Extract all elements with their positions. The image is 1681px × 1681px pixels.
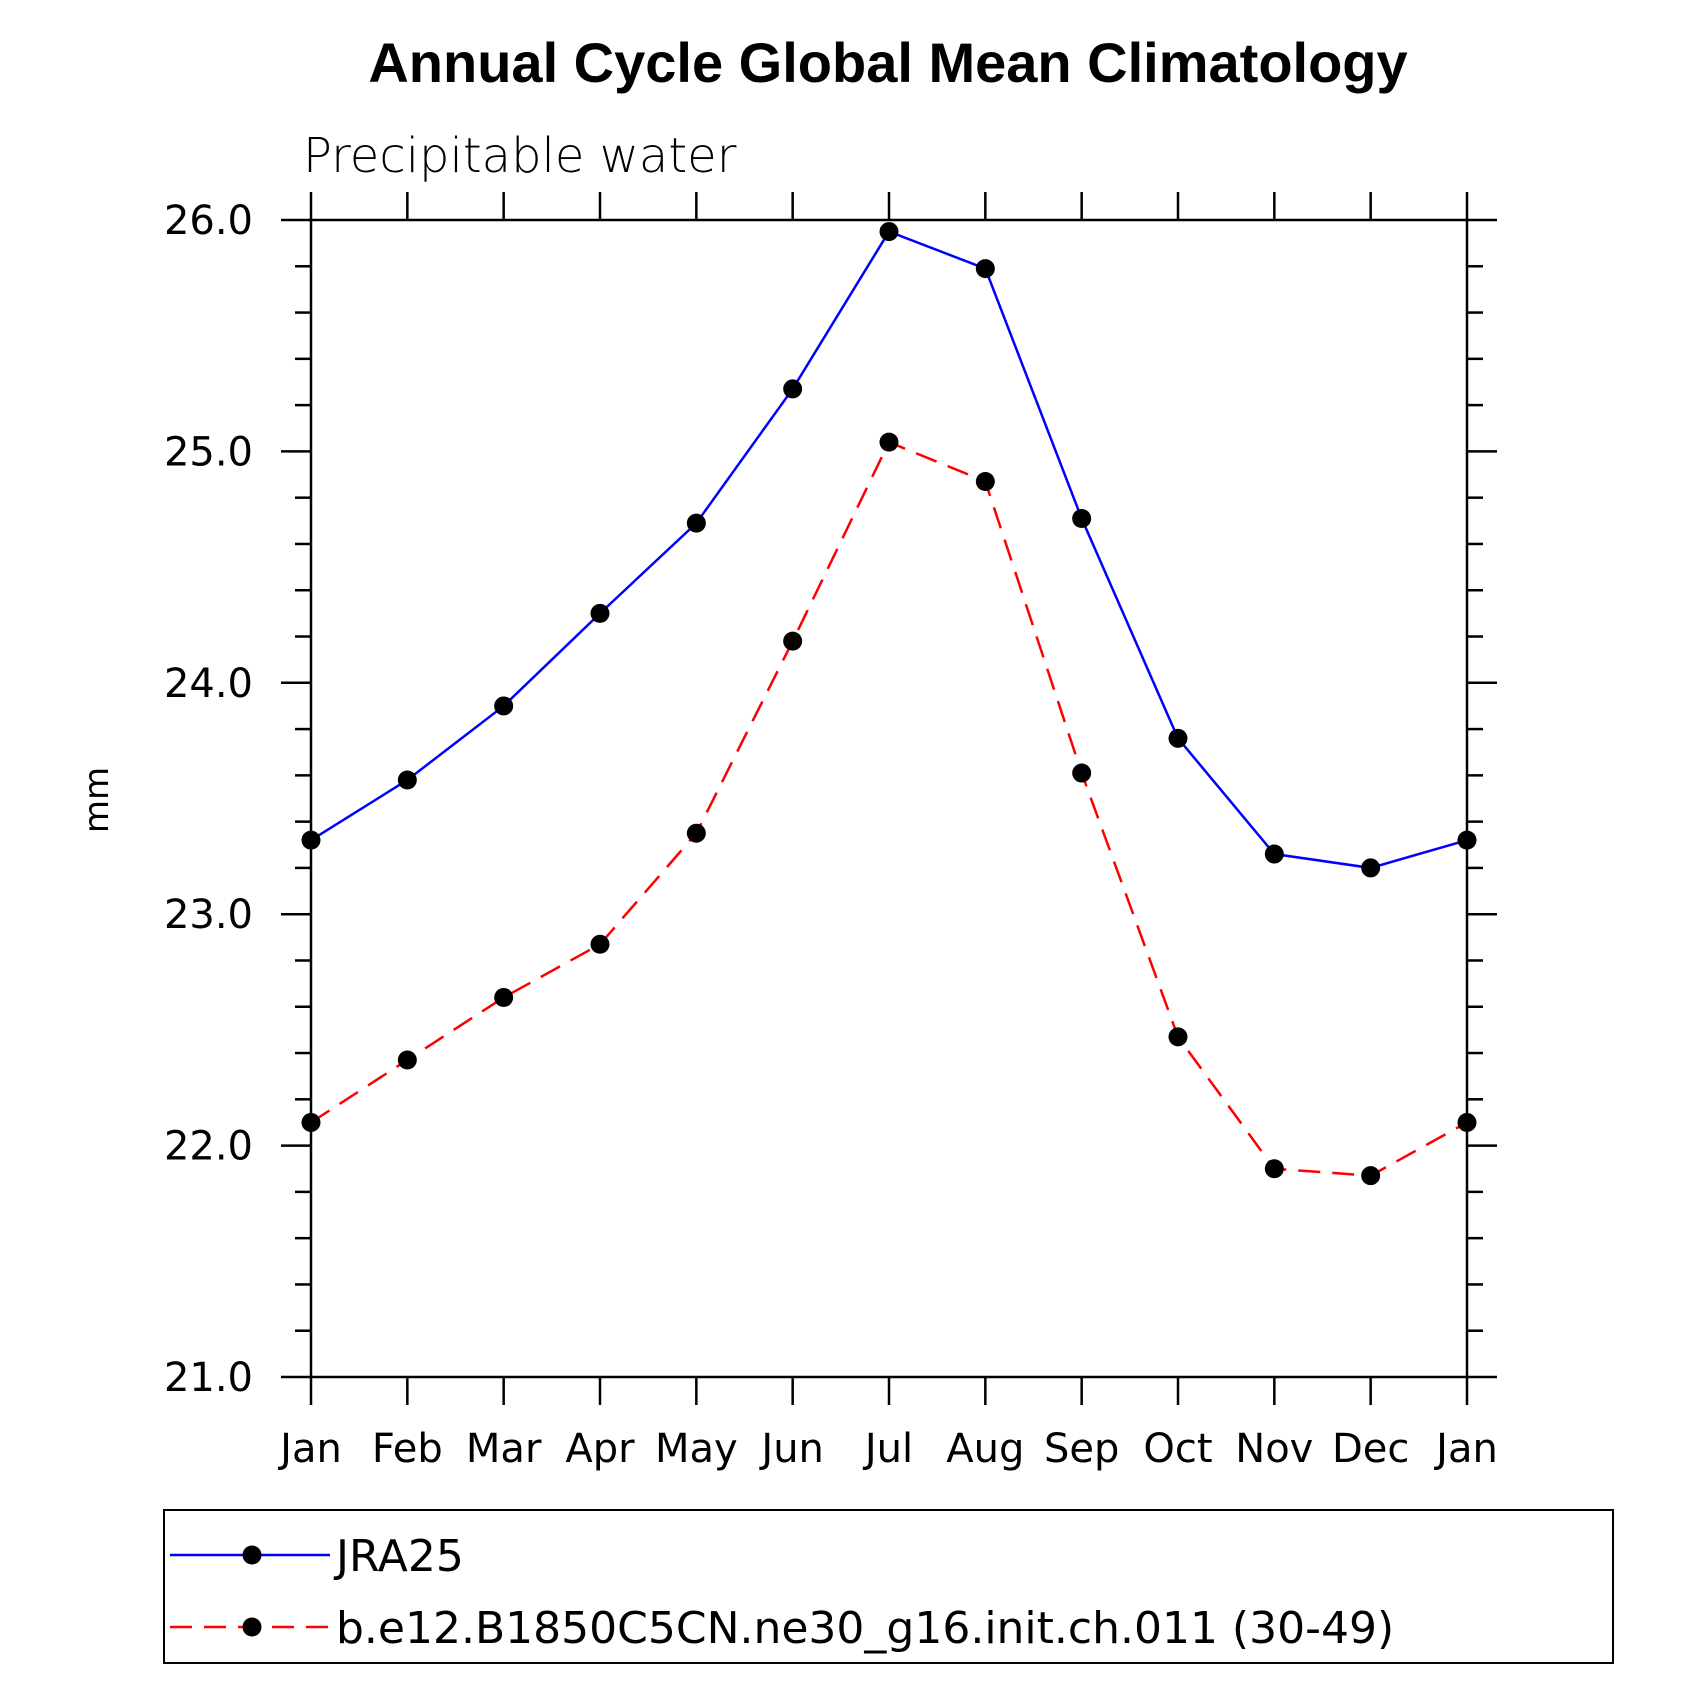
- series-2-point: [1457, 1112, 1477, 1132]
- x-tick-label: Apr: [565, 1426, 635, 1472]
- x-tick-label: Jul: [862, 1426, 913, 1472]
- series-1-point: [686, 513, 706, 533]
- chart-title: Annual Cycle Global Mean Climatology: [368, 31, 1407, 94]
- legend: JRA25 b.e12.B1850C5CN.ne30_g16.init.ch.01…: [170, 1531, 1394, 1654]
- series-group: [301, 222, 1477, 1186]
- x-tick-label: Jan: [1433, 1426, 1498, 1472]
- series-2-point: [686, 823, 706, 843]
- series-2-point: [397, 1050, 417, 1070]
- series-1-point: [975, 259, 995, 279]
- legend-marker-2: [242, 1617, 262, 1637]
- y-tick-label: 25.0: [164, 429, 253, 475]
- series-1-point: [1168, 728, 1188, 748]
- y-tick-label: 26.0: [164, 198, 253, 244]
- y-tick-label: 22.0: [164, 1124, 253, 1170]
- x-tick-label: May: [655, 1426, 738, 1472]
- y-tick-label: 24.0: [164, 661, 253, 707]
- x-tick-label: Oct: [1143, 1426, 1212, 1472]
- series-1-point: [1361, 858, 1381, 878]
- series-2-point: [590, 934, 610, 954]
- series-2-point: [301, 1112, 321, 1132]
- series-2-point: [1168, 1027, 1188, 1047]
- series-1-point: [301, 830, 321, 850]
- series-1-point: [783, 379, 803, 399]
- legend-box: [163, 1509, 1614, 1664]
- series-line-1: [310, 230, 1468, 870]
- series-2-point: [975, 471, 995, 491]
- series-2-point: [1264, 1159, 1284, 1179]
- x-tick-label: Jun: [758, 1426, 824, 1472]
- plot-frame: [309, 218, 1469, 1379]
- y-axis-label: mm: [77, 767, 117, 833]
- series-1-point: [1457, 830, 1477, 850]
- legend-label-1: JRA25: [333, 1531, 464, 1582]
- x-tick-label: Dec: [1332, 1426, 1409, 1472]
- series-1-point: [494, 696, 514, 716]
- series-1-point: [397, 770, 417, 790]
- chart-subtitle: Precipitable water: [303, 128, 737, 184]
- y-tick-label: 23.0: [164, 892, 253, 938]
- legend-label-2: b.e12.B1850C5CN.ne30_g16.init.ch.011 (30…: [336, 1603, 1394, 1654]
- x-tick-label: Mar: [466, 1426, 542, 1472]
- x-tick-label: Aug: [946, 1426, 1024, 1472]
- axis-ticks: [281, 192, 1497, 1405]
- series-1-point: [590, 603, 610, 623]
- x-tick-label: Jan: [277, 1426, 342, 1472]
- series-line-2: [310, 440, 1468, 1177]
- x-tick-label: Nov: [1235, 1426, 1313, 1472]
- x-tick-labels: Jan Feb Mar Apr May Jun Jul Aug Sep Oct Nov Dec Jan: [277, 1426, 1498, 1472]
- x-tick-label: Feb: [372, 1426, 443, 1472]
- y-tick-labels: 21.0 22.0 23.0 24.0 25.0 26.0: [164, 198, 253, 1401]
- series-2-point: [783, 631, 803, 651]
- series-2-point: [1361, 1166, 1381, 1186]
- legend-marker-1: [242, 1545, 262, 1565]
- series-2-point: [494, 988, 514, 1008]
- series-1-point: [1264, 844, 1284, 864]
- y-tick-label: 21.0: [164, 1355, 253, 1401]
- series-2-point: [1072, 763, 1092, 783]
- series-1-point: [879, 222, 899, 242]
- x-tick-label: Sep: [1044, 1426, 1119, 1472]
- series-1-point: [1072, 509, 1092, 529]
- series-2-point: [879, 432, 899, 452]
